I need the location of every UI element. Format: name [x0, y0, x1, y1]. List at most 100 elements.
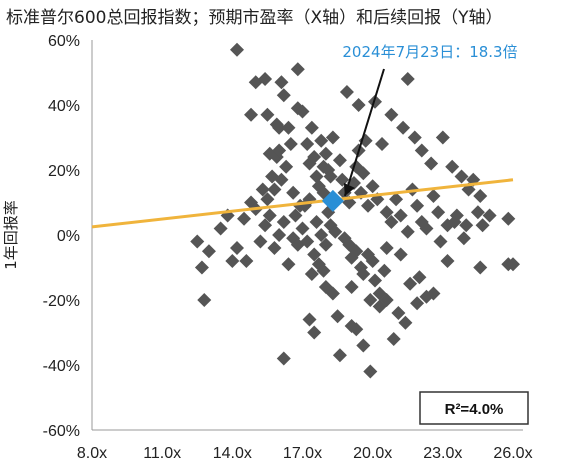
scatter-point	[307, 325, 322, 340]
scatter-point	[440, 254, 455, 268]
scatter-point	[356, 166, 371, 181]
scatter-point	[325, 286, 340, 301]
scatter-point	[356, 338, 371, 353]
scatter-point	[456, 231, 471, 246]
y-axis-label: 1年回报率	[2, 200, 20, 270]
scatter-point	[213, 221, 228, 236]
scatter-point	[454, 169, 469, 184]
scatter-point	[304, 267, 319, 281]
y-tick-label: 0%	[57, 228, 80, 245]
x-tick-label: 20.0x	[353, 445, 392, 462]
scatter-point	[225, 254, 240, 268]
scatter-point	[363, 364, 378, 379]
scatter-point	[445, 159, 460, 174]
scatter-point	[230, 42, 245, 57]
scatter-point	[431, 205, 446, 220]
scatter-point	[267, 182, 282, 197]
scatter-point	[482, 208, 497, 223]
scatter-point	[384, 107, 399, 122]
scatter-point	[325, 130, 340, 145]
scatter-point	[419, 221, 434, 236]
scatter-point	[244, 107, 259, 122]
scatter-point	[272, 228, 287, 242]
x-tick-label: 26.0x	[493, 445, 532, 462]
scatter-point	[424, 156, 439, 171]
scatter-point	[309, 215, 324, 229]
y-tick-label: 20%	[48, 163, 80, 180]
r-squared-box	[419, 391, 529, 425]
scatter-point	[288, 208, 303, 223]
x-tick-label: 11.0x	[143, 445, 181, 462]
scatter-point	[201, 244, 216, 259]
scatter-point	[258, 72, 273, 86]
scatter-point	[230, 241, 245, 255]
scatter-point	[295, 104, 310, 119]
scatter-point	[368, 94, 383, 109]
scatter-point	[302, 312, 317, 327]
scatter-point	[501, 211, 516, 226]
scatter-point	[372, 299, 387, 314]
scatter-point	[258, 218, 273, 233]
scatter-point	[393, 208, 408, 223]
chart-title: 标准普尔600总回报指数；预期市盈率（X轴）和后续回报（Y轴）	[6, 8, 503, 28]
scatter-point	[470, 205, 485, 220]
scatter-point	[260, 107, 275, 122]
scatter-point	[286, 185, 301, 200]
scatter-point	[398, 315, 413, 330]
scatter-point	[190, 234, 205, 249]
scatter-point	[276, 88, 291, 103]
scatter-point	[276, 351, 291, 366]
scatter-point	[274, 172, 289, 187]
scatter-point	[328, 224, 343, 239]
scatter-point	[426, 286, 441, 301]
scatter-point	[403, 276, 418, 291]
scatter-point	[335, 172, 350, 187]
scatter-point	[356, 267, 371, 281]
scatter-point	[276, 215, 291, 229]
scatter-point	[339, 85, 354, 99]
scatter-point	[307, 247, 322, 262]
scatter-point	[307, 150, 322, 164]
scatter-point	[396, 120, 411, 135]
annotation-arrow-head	[343, 182, 355, 196]
scatter-point	[323, 169, 338, 184]
scatter-point	[295, 221, 310, 236]
scatter-point	[314, 228, 329, 242]
scatter-point	[377, 263, 392, 278]
scatter-point	[375, 137, 390, 151]
annotation-label: 2024年7月23日：18.3倍	[342, 43, 517, 61]
scatter-point	[391, 306, 406, 320]
scatter-point	[272, 120, 287, 135]
scatter-point	[316, 263, 331, 278]
y-tick-label: 60%	[48, 33, 80, 50]
scatter-point	[272, 143, 287, 158]
scatter-point	[400, 72, 415, 86]
y-tick-label: -40%	[43, 358, 80, 375]
scatter-point	[360, 198, 375, 213]
scatter-point	[363, 293, 378, 307]
scatter-point	[473, 260, 488, 275]
scatter-point	[414, 143, 429, 158]
scatter-point	[262, 208, 277, 223]
scatter-point	[379, 241, 394, 255]
scatter-point	[239, 254, 254, 268]
scatter-point	[400, 224, 415, 239]
scatter-point	[473, 189, 488, 203]
trend-line	[91, 178, 514, 229]
scatter-point	[412, 270, 427, 285]
scatter-point	[365, 179, 380, 194]
scatter-point	[260, 192, 275, 207]
scatter-point	[475, 218, 490, 233]
scatter-point	[314, 133, 329, 148]
scatter-point	[435, 130, 450, 145]
scatter-point	[267, 241, 282, 255]
annotation-arrow	[343, 68, 385, 197]
scatter-point	[447, 215, 462, 229]
scatter-point	[283, 137, 298, 151]
y-tick-label: 40%	[48, 98, 80, 115]
scatter-point	[300, 234, 315, 249]
scatter-point	[459, 218, 474, 233]
scatter-point	[318, 237, 333, 252]
scatter-point	[351, 98, 366, 112]
